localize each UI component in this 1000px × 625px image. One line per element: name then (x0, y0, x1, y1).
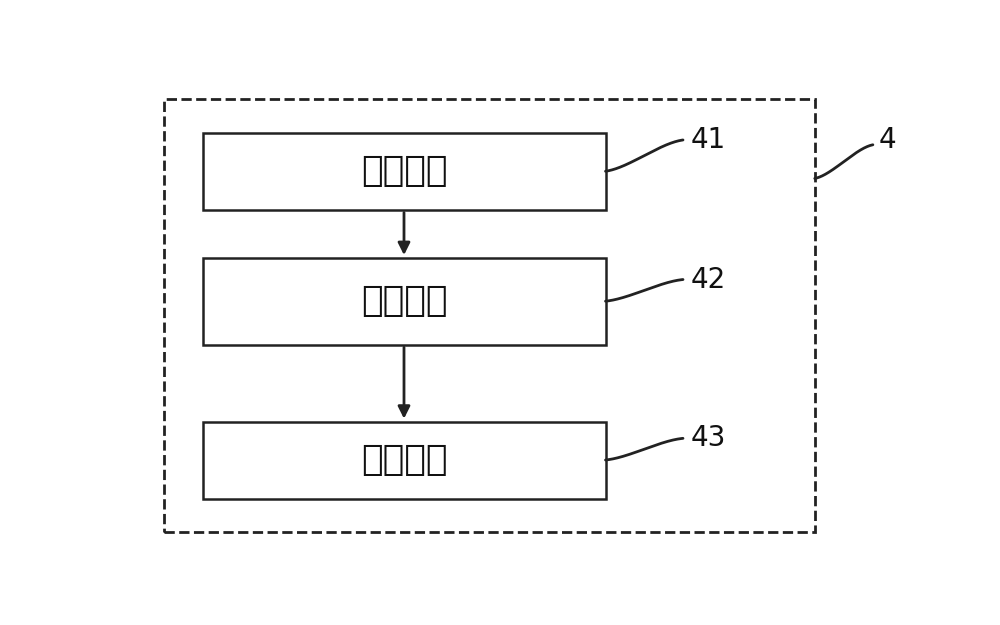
Text: 41: 41 (691, 126, 726, 154)
Text: 预测单元: 预测单元 (361, 284, 447, 318)
Text: 43: 43 (691, 424, 726, 452)
Bar (202, 421, 606, 499)
Bar (202, 258, 606, 344)
Text: 42: 42 (691, 266, 726, 294)
Text: 获取单元: 获取单元 (361, 154, 447, 188)
Bar (164, 99, 815, 532)
Text: 判断单元: 判断单元 (361, 443, 447, 477)
Bar (202, 132, 606, 210)
Text: 4: 4 (878, 126, 896, 154)
